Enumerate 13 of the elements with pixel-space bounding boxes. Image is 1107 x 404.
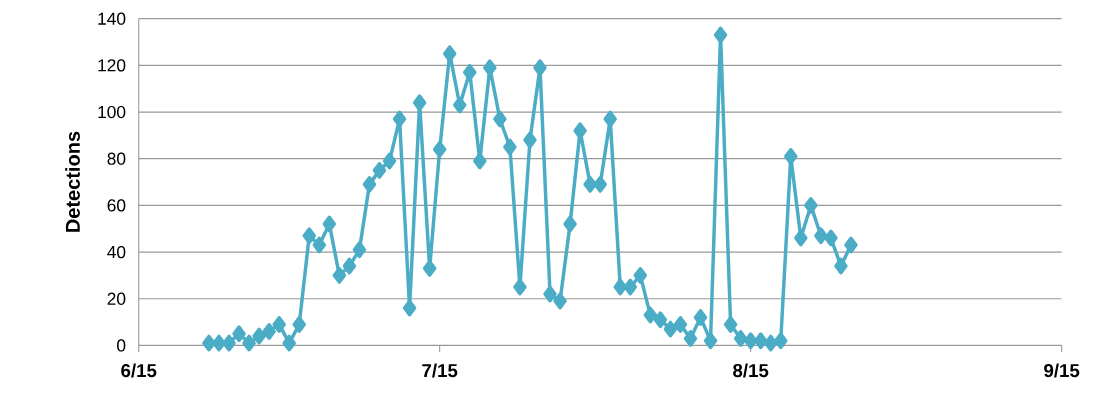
x-tick-label: 7/15: [422, 363, 458, 378]
y-tick-label: 140: [98, 12, 126, 25]
y-tick-label: 0: [117, 339, 126, 352]
y-tick-label: 40: [107, 245, 126, 259]
x-tick-label: 8/15: [733, 363, 769, 378]
x-tick-label: 6/15: [121, 363, 157, 378]
y-tick-label: 20: [107, 292, 126, 305]
y-tick-label: 80: [107, 152, 126, 165]
y-axis-title: Detections: [65, 131, 80, 232]
y-tick-label: 60: [107, 199, 126, 212]
y-tick-label: 120: [98, 59, 126, 72]
x-tick-label: 9/15: [1044, 363, 1080, 378]
y-tick-label: 100: [98, 105, 126, 119]
